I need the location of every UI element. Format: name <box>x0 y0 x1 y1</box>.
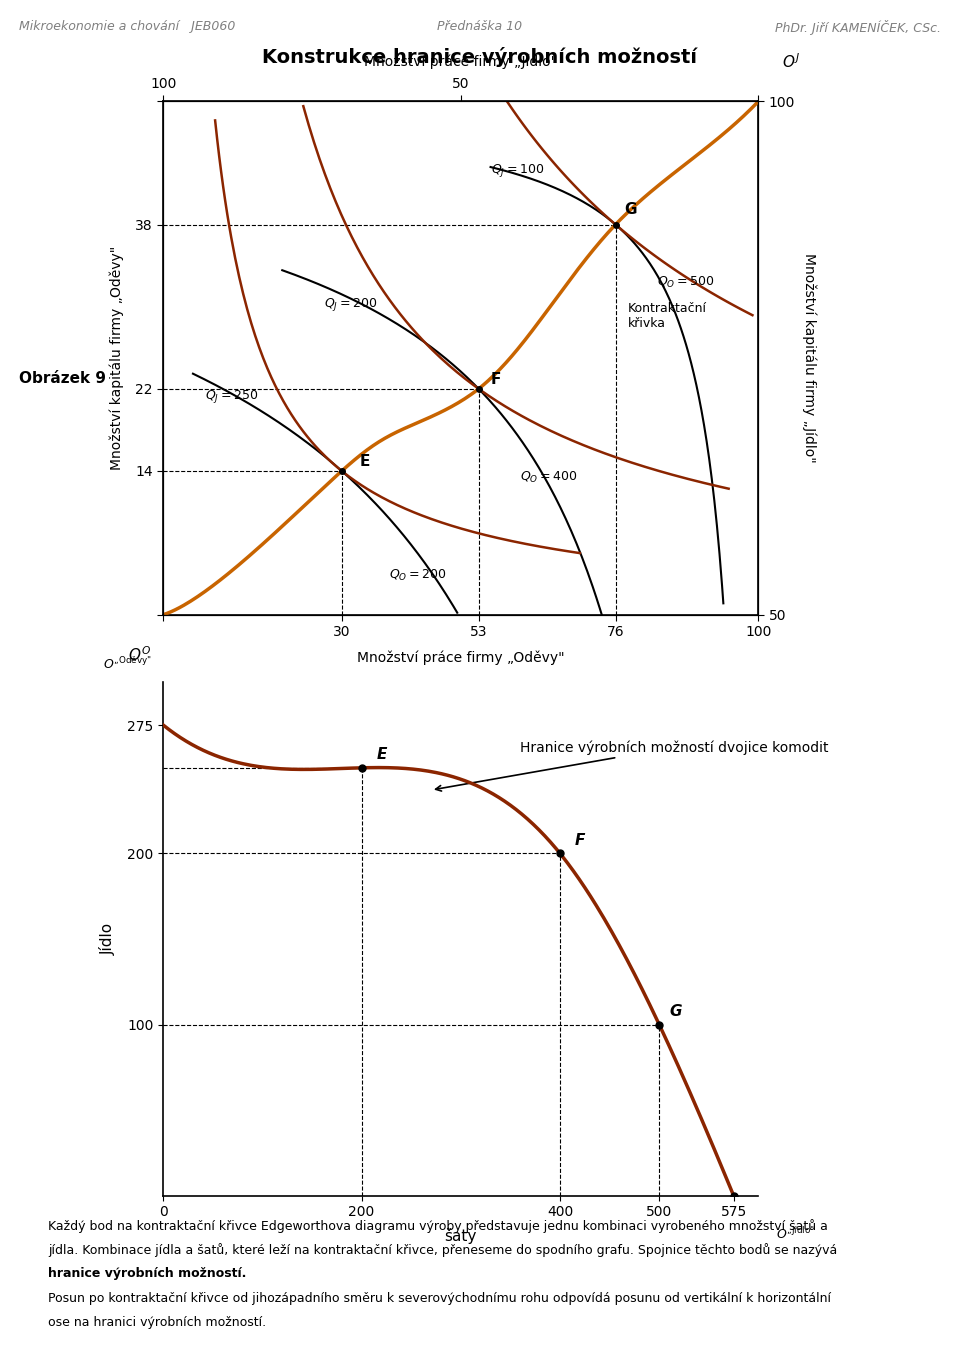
Text: Konstrukce hranice výrobních možností: Konstrukce hranice výrobních možností <box>262 47 698 68</box>
Text: $Q_J = 100$: $Q_J = 100$ <box>491 162 543 180</box>
Text: ose na hranici výrobních možností.: ose na hranici výrobních možností. <box>48 1316 266 1329</box>
X-axis label: Množství práce firmy „Jídlo": Množství práce firmy „Jídlo" <box>364 54 558 69</box>
Text: Obrázek 9: Obrázek 9 <box>19 370 107 386</box>
Text: Přednáška 10: Přednáška 10 <box>438 20 522 34</box>
Text: Posun po kontraktační křivce od jihozápadního směru k severovýchodnímu rohu odpo: Posun po kontraktační křivce od jihozápa… <box>48 1292 831 1305</box>
Text: $Q_O = 500$: $Q_O = 500$ <box>658 276 714 290</box>
Text: G: G <box>625 203 637 218</box>
Y-axis label: Jídlo: Jídlo <box>100 923 116 955</box>
Text: $Q_O = 400$: $Q_O = 400$ <box>520 470 578 485</box>
Y-axis label: Množství kapitálu firmy „Oděvy": Množství kapitálu firmy „Oděvy" <box>109 246 124 470</box>
Text: F: F <box>575 832 586 848</box>
X-axis label: šaty: šaty <box>444 1228 477 1244</box>
Text: Mikroekonomie a chování   JEB060: Mikroekonomie a chování JEB060 <box>19 20 235 34</box>
Text: $Q_J = 200$: $Q_J = 200$ <box>324 296 377 313</box>
Text: $Q_O = 200$: $Q_O = 200$ <box>390 567 446 582</box>
Text: $O^{\text{„Oděvy"}}$: $O^{\text{„Oděvy"}}$ <box>103 657 152 671</box>
Text: Každý bod na kontraktační křivce Edgeworthova diagramu výroby představuje jednu : Každý bod na kontraktační křivce Edgewor… <box>48 1219 828 1232</box>
Text: PhDr. Jiří KAMENÍČEK, CSc.: PhDr. Jiří KAMENÍČEK, CSc. <box>775 20 941 35</box>
Text: $O^O$: $O^O$ <box>129 646 152 665</box>
Text: hranice výrobních možností.: hranice výrobních možností. <box>48 1267 247 1281</box>
Text: Kontraktační
křivka: Kontraktační křivka <box>628 303 707 330</box>
Text: $Q_J = 250$: $Q_J = 250$ <box>204 388 258 405</box>
Text: $O^J$: $O^J$ <box>782 51 801 70</box>
Text: Hranice výrobních možností dvojice komodit: Hranice výrobních možností dvojice komod… <box>436 740 828 792</box>
Text: $O^{\text{„Jídlo"}}$: $O^{\text{„Jídlo"}}$ <box>777 1227 815 1243</box>
Text: jídla. Kombinace jídla a šatů, které leží na kontraktační křivce, přeneseme do s: jídla. Kombinace jídla a šatů, které lež… <box>48 1243 837 1256</box>
X-axis label: Množství práce firmy „Oděvy": Množství práce firmy „Oděvy" <box>357 650 564 665</box>
Text: G: G <box>669 1004 682 1019</box>
Y-axis label: Množství kapitálu firmy „Jídlo": Množství kapitálu firmy „Jídlo" <box>802 253 816 463</box>
Text: F: F <box>491 372 501 386</box>
Text: E: E <box>360 454 370 469</box>
Text: E: E <box>376 747 387 762</box>
